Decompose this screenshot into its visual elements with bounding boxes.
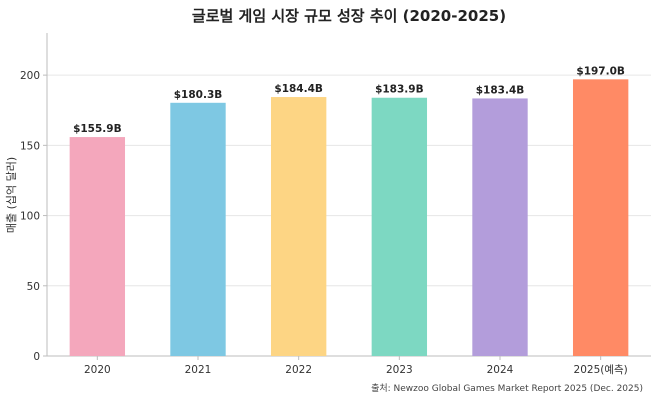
data-label: $197.0B: [576, 65, 625, 77]
bar-2021: [170, 102, 226, 357]
gridlines: [47, 74, 651, 287]
y-tick-label: 200: [20, 70, 40, 82]
x-tick-label: 2025(예측): [574, 363, 628, 376]
data-labels: $155.9B $180.3B $184.4B $183.9B $183.4B $197.…: [73, 65, 625, 135]
y-tick-label: 150: [20, 140, 40, 152]
x-tick-labels: 2020 2021 2022 2023 2024 2025(예측): [84, 356, 628, 376]
chart-title: 글로벌 게임 시장 규모 성장 추이 (2020-2025): [192, 7, 506, 25]
data-label: $184.4B: [274, 83, 323, 95]
bar-2022: [270, 97, 327, 356]
y-tick-labels: 0 50 100 150 200: [20, 70, 47, 363]
bar-2024: [472, 98, 528, 356]
bars: [69, 79, 629, 357]
bar-2023: [371, 97, 428, 357]
x-tick-label: 2024: [487, 364, 514, 376]
y-tick-label: 100: [20, 211, 40, 223]
y-tick-label: 0: [33, 351, 40, 363]
data-label: $183.9B: [375, 84, 424, 96]
x-tick-label: 2020: [84, 364, 111, 376]
source-note: 출처: Newzoo Global Games Market Report 20…: [371, 382, 643, 394]
x-tick-label: 2021: [185, 364, 212, 376]
bar-2020: [69, 137, 126, 356]
data-label: $155.9B: [73, 123, 122, 135]
y-axis-label: 매출 (십억 달러): [5, 157, 18, 233]
y-tick-label: 50: [27, 281, 40, 293]
x-tick-label: 2023: [386, 364, 413, 376]
data-label: $183.4B: [476, 84, 525, 96]
bar-2025: [572, 79, 629, 356]
x-tick-label: 2022: [285, 364, 312, 376]
data-label: $180.3B: [174, 89, 223, 101]
